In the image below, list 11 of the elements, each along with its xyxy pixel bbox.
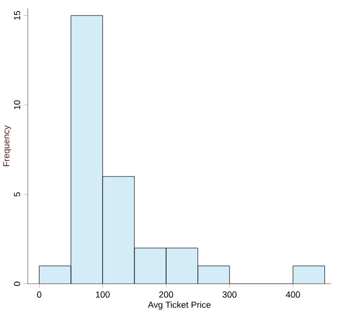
x-tick-label: 0 xyxy=(37,291,42,298)
y-axis-title: Frequency xyxy=(3,125,12,166)
x-axis-title: Avg Ticket Price xyxy=(148,301,211,310)
x-tick-label: 300 xyxy=(222,291,237,298)
y-tick-label: 10 xyxy=(14,100,20,110)
x-tick-label: 200 xyxy=(159,291,174,298)
x-tick-label: 400 xyxy=(286,291,300,298)
y-tick-label: 5 xyxy=(14,192,20,196)
y-tick-label: 15 xyxy=(14,10,20,20)
y-tick-label: 0 xyxy=(14,282,20,286)
x-tick-label: 100 xyxy=(96,291,110,298)
